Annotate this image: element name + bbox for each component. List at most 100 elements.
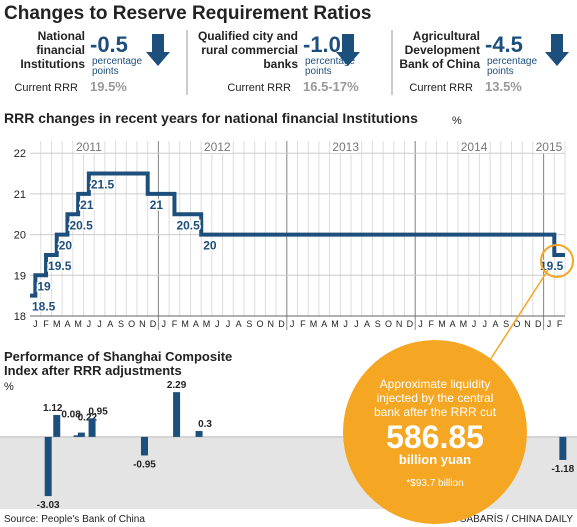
x-tick-label: F [300,319,306,329]
x-tick-label: D [407,319,414,329]
x-tick-label: M [438,319,446,329]
x-tick-label: S [375,319,381,329]
highlight-ring [540,243,574,278]
callout-text: injected by the central [377,391,494,405]
panel-change: -1.0 [303,32,341,57]
line-title: RRR changes in recent years for national… [4,110,418,126]
step-label: 21.5 [91,178,115,192]
x-tick-label: F [172,319,178,329]
y-tick-label: 18 [14,311,26,323]
x-tick-label: O [128,319,135,329]
y-tick-label: 20 [14,230,26,242]
y-tick-label: 22 [14,148,26,160]
x-tick-label: A [450,319,456,329]
bar [195,431,203,437]
x-tick-label: J [33,319,38,329]
panel-label: banks [263,57,298,71]
callout-amount: 586.85 [386,419,484,455]
bar-label: 0.95 [88,406,108,417]
panel-label: Institutions [20,57,85,71]
x-tick-label: D [150,319,157,329]
down-arrow [336,34,360,66]
x-tick-label: A [492,319,498,329]
year-label: 2012 [204,140,231,154]
bar-title: Index after RRR adjustments [4,363,182,378]
callout-leader [489,269,549,361]
bar [140,436,148,456]
panel-label: National [38,29,85,43]
panel-change: -4.5 [485,32,523,57]
step-label: 18.5 [32,300,56,314]
x-tick-label: F [557,319,563,329]
callout-note: *$93.7 billion [406,478,463,489]
x-tick-label: N [139,319,146,329]
bar [53,415,61,437]
current-label: Current RRR [409,82,473,94]
x-tick-label: J [547,319,552,329]
down-arrow [146,34,170,66]
bar-label: 0.22 [78,413,98,424]
callout-circle [343,340,527,524]
year-label: 2014 [461,140,488,154]
panel-label: Development [405,43,480,57]
x-tick-label: M [203,319,211,329]
x-tick-label: D [278,319,285,329]
bar [73,435,81,437]
year-label: 2013 [332,140,359,154]
x-tick-label: J [226,319,231,329]
panel-label: Agricultural [413,29,480,43]
y-tick-label: 19 [14,270,26,282]
step-label: 19.5 [48,259,72,273]
x-tick-label: M [53,319,61,329]
step-label: 21 [80,198,94,212]
x-tick-label: S [246,319,252,329]
step-label: 20 [59,239,73,253]
x-tick-label: S [118,319,124,329]
x-tick-label: N [268,319,275,329]
bar [173,392,181,437]
x-tick-label: A [321,319,327,329]
bar-label: -1.18 [551,464,574,475]
bar-label: -3.03 [37,500,60,511]
panel-unit: points [305,66,332,77]
x-tick-label: N [396,319,403,329]
step-label: 19 [37,279,51,293]
x-tick-label: M [460,319,468,329]
panel-unit: percentage [92,56,142,67]
x-tick-label: A [193,319,199,329]
bar-label: -0.95 [133,459,156,470]
panel-unit: percentage [305,56,355,67]
bar-label: 0.08 [61,409,81,420]
x-tick-label: J [215,319,220,329]
x-tick-label: J [97,319,102,329]
x-tick-label: M [310,319,318,329]
x-tick-label: M [74,319,82,329]
bar-unit: % [4,381,14,393]
step-label: 20.5 [176,218,200,232]
panel-label: rural commercial [201,43,298,57]
x-tick-label: N [524,319,531,329]
panel-unit: points [92,66,119,77]
x-tick-label: O [385,319,392,329]
step-label: 21 [150,198,164,212]
bar-label: 0.3 [198,419,212,430]
x-tick-label: J [472,319,477,329]
x-tick-label: J [162,319,167,329]
x-tick-label: J [483,319,488,329]
year-label: 2011 [76,140,102,154]
step-label: 20 [203,239,217,253]
current-label: Current RRR [14,82,78,94]
step-label: 20.5 [69,218,93,232]
bar [77,432,85,437]
callout-text: Approximate liquidity [380,377,491,391]
source: Source: People's Bank of China [4,514,145,525]
x-tick-label: O [513,319,520,329]
x-tick-label: M [331,319,339,329]
x-tick-label: J [290,319,295,329]
bar-label: 2.29 [167,380,187,391]
x-tick-label: S [503,319,509,329]
current-label: Current RRR [227,82,291,94]
callout-text: bank after the RRR cut [374,405,497,419]
x-tick-label: O [257,319,264,329]
